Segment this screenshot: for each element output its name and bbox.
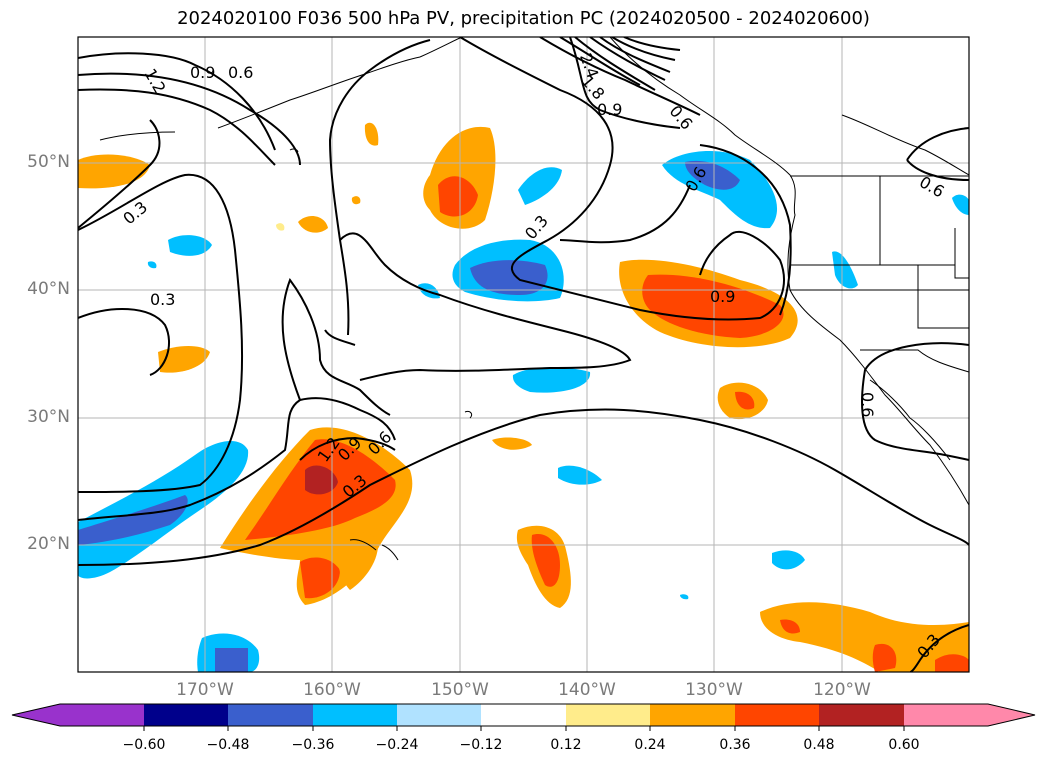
colorbar-tick-label: −0.36 xyxy=(291,737,335,753)
contour-label: 0.6 xyxy=(228,63,253,82)
colorbar-tick-label: 0.12 xyxy=(550,737,582,753)
graticule xyxy=(78,37,969,672)
colorbar-tick-label: −0.12 xyxy=(459,737,503,753)
colorbar-tick-label: −0.48 xyxy=(206,737,250,753)
lon-label-120w: 120°W xyxy=(813,680,871,700)
contour-label: 0.9 xyxy=(597,100,622,119)
colorbar-bin xyxy=(144,704,228,726)
colorbar-tick-label: 0.60 xyxy=(888,737,920,753)
lat-label-50n: 50°N xyxy=(27,152,70,172)
lat-label-30n: 30°N xyxy=(27,407,70,427)
colorbar-bin xyxy=(566,704,650,726)
colorbar-tick-label: −0.24 xyxy=(375,737,419,753)
colorbar-tick-label: −0.60 xyxy=(122,737,166,753)
map-panel: 1.2 0.9 0.6 0.3 0.3 2.4 1.8 0.9 0.6 0.6 … xyxy=(78,37,969,672)
colorbar xyxy=(11,703,1036,731)
lat-label-20n: 20°N xyxy=(27,534,70,554)
colorbar-under-arrow xyxy=(12,704,144,726)
contour-label: 0.6 xyxy=(858,392,877,417)
map-title: 2024020100 F036 500 hPa PV, precipitatio… xyxy=(177,8,870,29)
colorbar-bin xyxy=(228,704,313,726)
negative-anomaly-shading xyxy=(78,150,969,672)
contour-label: 0.3 xyxy=(150,290,175,309)
lon-label-130w: 130°W xyxy=(685,680,743,700)
colorbar-bin xyxy=(819,704,904,726)
colorbar-bin xyxy=(481,704,566,726)
lat-label-40n: 40°N xyxy=(27,279,70,299)
lon-label-150w: 150°W xyxy=(431,680,489,700)
colorbar-bin xyxy=(735,704,819,726)
positive-anomaly-shading xyxy=(78,122,969,672)
pv-contours xyxy=(78,37,969,672)
coastlines xyxy=(99,37,969,561)
lon-label-170w: 170°W xyxy=(176,680,234,700)
colorbar-over-arrow xyxy=(904,704,1035,726)
map-frame xyxy=(77,36,970,673)
contour-label: 0.9 xyxy=(190,63,215,82)
contour-label: 0.9 xyxy=(710,287,735,306)
lon-label-140w: 140°W xyxy=(558,680,616,700)
lon-label-160w: 160°W xyxy=(303,680,361,700)
colorbar-tick-label: 0.48 xyxy=(803,737,835,753)
colorbar-bin xyxy=(650,704,735,726)
colorbar-bin xyxy=(397,704,481,726)
colorbar-bin xyxy=(313,704,397,726)
colorbar-tick-label: 0.24 xyxy=(634,737,666,753)
colorbar-tick-label: 0.36 xyxy=(719,737,751,753)
